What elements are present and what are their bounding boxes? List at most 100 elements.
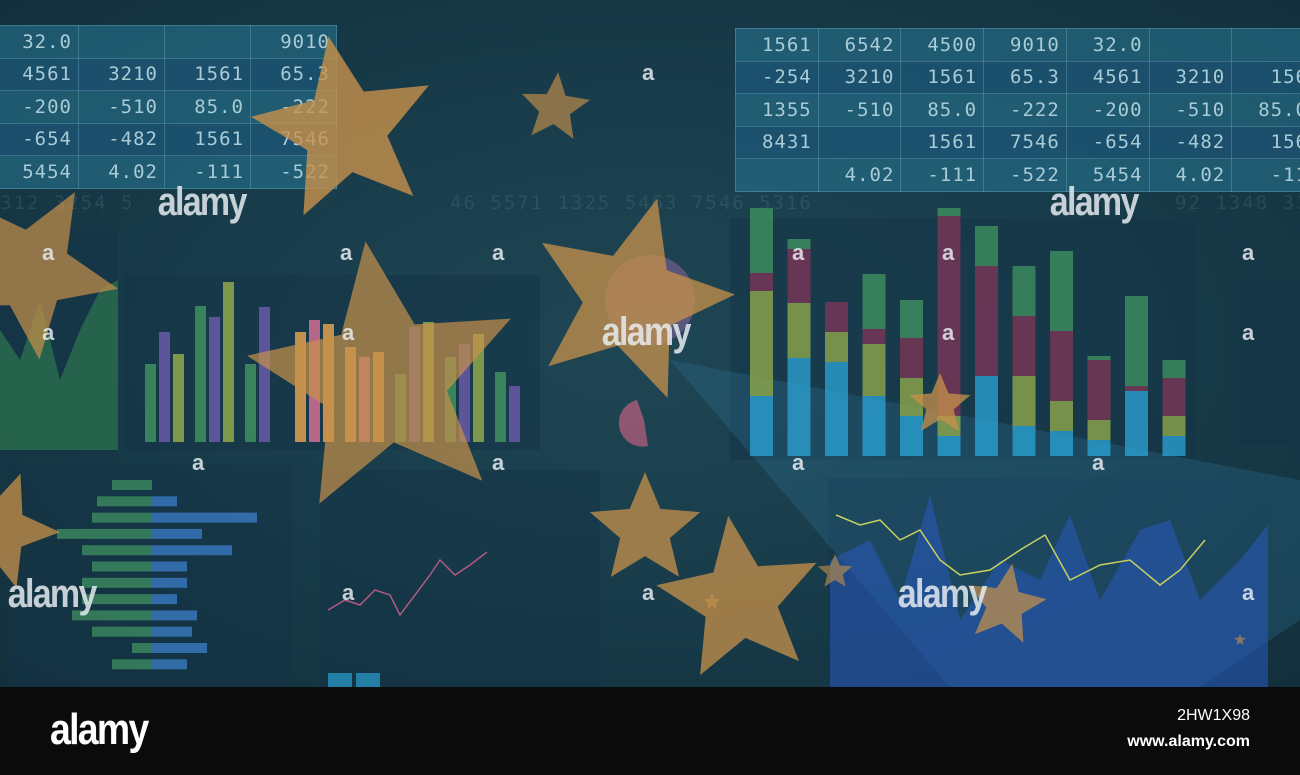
stacked-bar-segment: [1087, 360, 1111, 420]
table-row: 1561 6542 4500 9010 32.0: [735, 28, 1300, 62]
star-icon: [0, 473, 60, 588]
watermark: alamy: [897, 572, 988, 616]
stacked-bar-segment: [1012, 316, 1036, 376]
watermark-letter: a: [942, 320, 955, 345]
watermark-letter: a: [642, 580, 655, 605]
grouped-bar: [473, 334, 484, 442]
grouped-bar: [209, 317, 220, 442]
stacked-bar-segment: [937, 216, 961, 416]
horizontal-bar: [92, 626, 152, 637]
horizontal-bar: [112, 480, 152, 490]
horizontal-bar: [92, 512, 152, 523]
area-chart: [830, 495, 1268, 687]
table-cell: 85.0: [164, 90, 251, 124]
table-cell: -510: [817, 93, 902, 127]
horizontal-bar: [82, 577, 152, 588]
table-cell: 3210: [1148, 60, 1233, 94]
table-cell: [817, 125, 902, 159]
table-cell: 1561: [164, 122, 251, 156]
grouped-bar: [173, 354, 184, 442]
grouped-bar: [145, 364, 156, 442]
alamy-logo: alamy: [50, 705, 149, 754]
star-icon: [250, 36, 429, 216]
grouped-bar: [245, 364, 256, 442]
watermark-letter: a: [792, 450, 805, 475]
stacked-bar-segment: [1050, 401, 1073, 431]
horizontal-bar: [82, 594, 152, 605]
table-cell: -510: [78, 90, 165, 124]
table-cell: 4.02: [78, 155, 165, 189]
table-cell: -200: [1065, 93, 1150, 127]
grouped-bar: [195, 306, 206, 442]
stacked-bar-segment: [900, 416, 923, 456]
stacked-bar-segment: [825, 332, 848, 362]
side-panel: [1240, 280, 1300, 445]
table-cell: 3210: [78, 57, 165, 91]
table-cell: 4561: [1065, 60, 1150, 94]
stacked-bar-segment: [750, 273, 773, 291]
table-cell: 8431: [735, 125, 819, 159]
watermark-letter: a: [342, 320, 355, 345]
watermark-letter: a: [342, 580, 355, 605]
image-id: 2HW1X98: [1177, 707, 1250, 724]
stacked-bar-segment: [750, 291, 773, 396]
watermark-letter: a: [1092, 450, 1105, 475]
table-cell: -654: [1065, 125, 1150, 159]
stacked-bar-segment: [750, 396, 773, 456]
horizontal-bar: [152, 512, 257, 523]
watermark: alamy: [601, 310, 692, 354]
watermark-letter: a: [942, 240, 955, 265]
watermark-letter: a: [492, 450, 505, 475]
stacked-bar-segment: [1162, 378, 1186, 416]
table-cell: 1561: [900, 125, 985, 159]
table-cell: [735, 158, 819, 192]
horizontal-bar: [152, 545, 232, 556]
star-icon: [541, 198, 735, 398]
grouped-bar: [509, 386, 520, 442]
stacked-bar-segment: [1050, 251, 1073, 331]
stacked-bar-segment: [900, 338, 923, 378]
horizontal-bar: [152, 594, 177, 605]
table-cell: -254: [735, 60, 819, 94]
table-cell: -11: [1231, 158, 1300, 192]
watermark-letter: a: [42, 320, 55, 345]
stacked-bar-segment: [1050, 331, 1073, 401]
table-row: 5454 4.02 -111 -522: [0, 155, 337, 189]
star-icon: [817, 554, 853, 587]
area-chart: [0, 280, 118, 450]
stacked-bar-segment: [1012, 426, 1036, 456]
watermark-letter: a: [492, 240, 505, 265]
line-chart-panel: [320, 470, 600, 687]
star-icon: [703, 593, 721, 610]
stacked-bar-segment: [1012, 376, 1036, 426]
table-cell: 4.02: [817, 158, 902, 192]
horizontal-bar: [152, 496, 177, 507]
stacked-bar-segment: [937, 436, 961, 456]
watermark: alamy: [7, 572, 98, 616]
line-series: [835, 514, 1206, 586]
stacked-bar-segment: [975, 376, 998, 456]
table-cell: 65.3: [983, 60, 1067, 94]
data-table-right: 1561 6542 4500 9010 32.0 -254 3210 1561 65.3 4561…: [735, 28, 1300, 192]
table-cell: 32.0: [0, 25, 79, 59]
grouped-bar: [259, 307, 270, 442]
site-url[interactable]: www.alamy.com: [1127, 733, 1250, 750]
stacked-bar-segment: [787, 239, 811, 249]
star-icon: [656, 515, 817, 676]
stacked-bar-segment: [787, 358, 811, 456]
watermark-letter: a: [792, 240, 805, 265]
line-series: [327, 551, 488, 617]
grouped-bar: [159, 332, 170, 442]
stacked-bar-segment: [1087, 420, 1111, 440]
stacked-bar-segment: [1087, 440, 1111, 456]
bar: [356, 673, 380, 687]
horizontal-bar: [152, 577, 187, 588]
stacked-bar-segment: [862, 274, 886, 329]
table-cell: -111: [900, 158, 985, 192]
stacked-bar-segment: [1162, 416, 1186, 436]
stacked-bar-segment: [825, 362, 848, 456]
horizontal-bar: [97, 496, 152, 507]
